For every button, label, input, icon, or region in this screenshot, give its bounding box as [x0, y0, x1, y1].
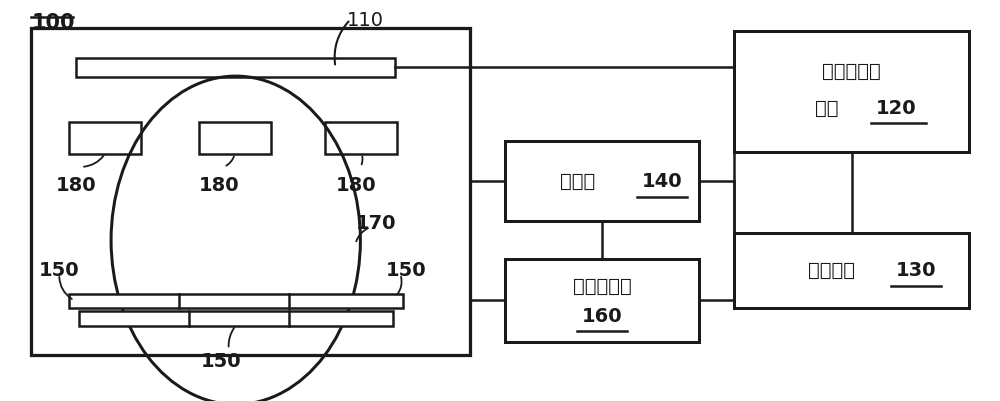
Bar	[76, 58, 395, 77]
Text: 150: 150	[385, 261, 426, 280]
Bar	[69, 294, 403, 308]
Text: 180: 180	[335, 176, 376, 195]
Bar	[325, 122, 397, 154]
Text: 匹配模块: 匹配模块	[808, 261, 855, 280]
Bar	[734, 32, 969, 152]
Bar	[505, 259, 699, 342]
Bar	[69, 122, 141, 154]
Bar	[199, 122, 271, 154]
Text: 100: 100	[31, 13, 75, 32]
Text: 电磁波发生: 电磁波发生	[822, 61, 881, 81]
Text: 功率分配器: 功率分配器	[573, 277, 632, 296]
Text: 180: 180	[56, 176, 97, 195]
Text: 180: 180	[199, 176, 239, 195]
Bar	[31, 28, 470, 355]
Bar	[79, 311, 393, 326]
Text: 160: 160	[582, 307, 623, 326]
Text: 150: 150	[39, 261, 80, 280]
Text: 120: 120	[876, 99, 917, 118]
Bar	[505, 141, 699, 221]
Text: 150: 150	[200, 352, 241, 371]
Text: 140: 140	[642, 172, 682, 190]
Text: 110: 110	[347, 11, 384, 30]
Text: 控制器: 控制器	[560, 172, 595, 190]
Text: 130: 130	[896, 261, 937, 280]
Bar	[734, 233, 969, 308]
Text: 170: 170	[355, 214, 396, 233]
Text: 模块: 模块	[815, 99, 838, 118]
